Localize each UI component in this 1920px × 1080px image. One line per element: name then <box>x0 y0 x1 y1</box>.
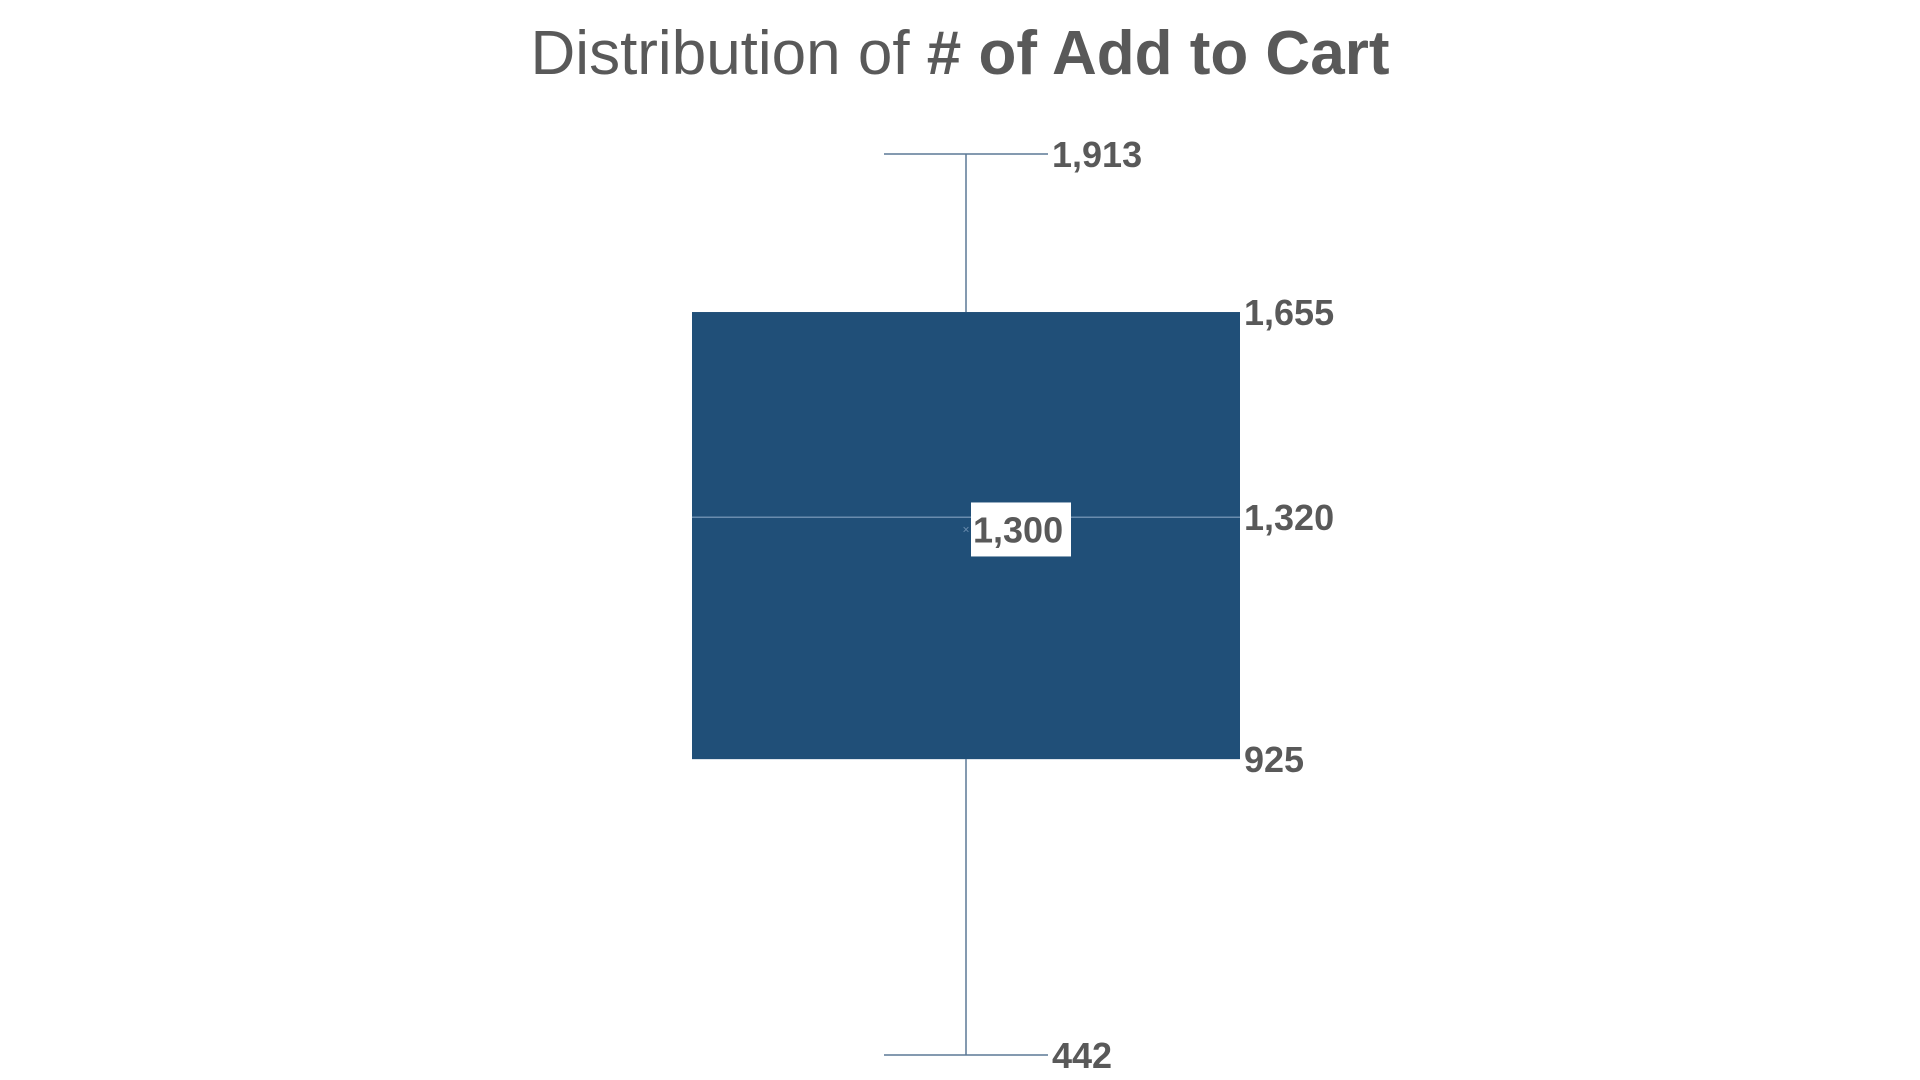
chart-title-prefix: Distribution of <box>530 19 927 88</box>
median-label: 1,320 <box>1244 497 1334 538</box>
mean-label-background <box>971 502 1071 557</box>
chart-title: Distribution of # of Add to Cart <box>0 14 1920 94</box>
mean-label: 1,300 <box>973 509 1063 550</box>
q3-label: 1,655 <box>1244 292 1334 333</box>
interquartile-box <box>692 312 1240 760</box>
chart-title-field: # of Add to Cart <box>926 19 1390 88</box>
max-label: 1,913 <box>1052 134 1142 175</box>
q1-label: 925 <box>1244 739 1304 780</box>
min-label: 442 <box>1052 1035 1112 1076</box>
mean-marker: × <box>962 522 969 536</box>
